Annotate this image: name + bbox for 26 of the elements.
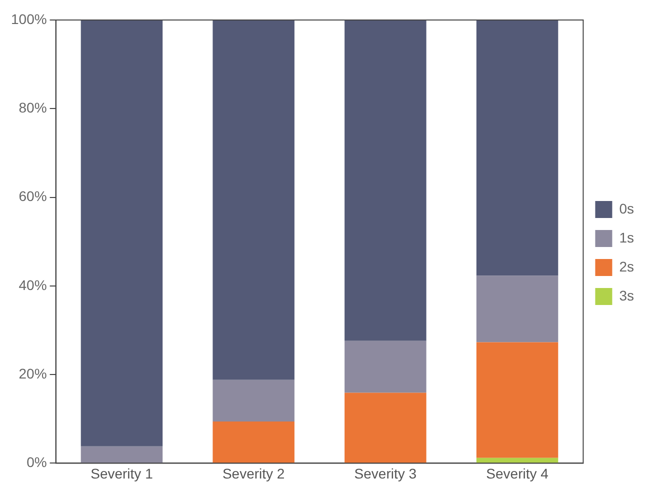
bar bbox=[80, 446, 163, 463]
bar bbox=[476, 458, 558, 463]
bar bbox=[212, 380, 294, 422]
legend-label: 0s bbox=[619, 200, 634, 216]
bar bbox=[344, 20, 426, 341]
bar bbox=[344, 340, 426, 393]
bar bbox=[476, 342, 558, 458]
y-tick-label: 60% bbox=[18, 188, 47, 204]
bar bbox=[212, 422, 294, 463]
legend-label: 2s bbox=[619, 258, 634, 274]
y-tick-label: 80% bbox=[18, 100, 47, 116]
y-tick-label: 0% bbox=[26, 454, 47, 470]
bar bbox=[476, 276, 558, 342]
legend-label: 1s bbox=[619, 229, 634, 246]
bar bbox=[344, 392, 426, 463]
x-tick-label: Severity 4 bbox=[486, 465, 549, 482]
legend-label: 3s bbox=[619, 287, 634, 304]
bar bbox=[80, 20, 163, 446]
y-tick-label: 100% bbox=[10, 10, 47, 27]
x-tick-label: Severity 1 bbox=[90, 465, 154, 482]
x-tick-label: Severity 2 bbox=[222, 465, 285, 482]
x-tick-label: Severity 3 bbox=[354, 465, 417, 482]
y-tick-label: 20% bbox=[18, 365, 47, 382]
y-tick-label: 40% bbox=[18, 276, 47, 293]
bar bbox=[476, 20, 558, 276]
bar bbox=[212, 20, 294, 380]
